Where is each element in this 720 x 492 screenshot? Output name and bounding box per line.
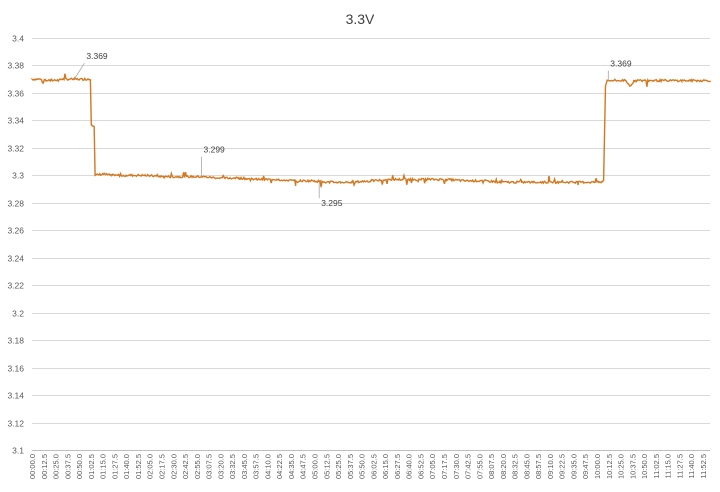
x-tick-label: 10:12.5 [605,454,614,479]
data-label: 3.369 [86,51,108,61]
y-tick-label: 3.36 [7,89,24,99]
y-tick-label: 3.24 [7,254,24,264]
x-tick-label: 07:05.0 [428,454,437,479]
x-tick-label: 08:45.0 [522,454,531,479]
x-tick-label: 06:27.5 [393,454,402,479]
x-tick-label: 07:42.5 [464,454,473,479]
x-tick-label: 07:30.0 [452,454,461,479]
x-tick-label: 04:35.0 [287,454,296,479]
x-tick-label: 01:27.5 [110,454,119,479]
y-tick-label: 3.12 [7,419,24,429]
x-tick-label: 11:15.0 [664,454,673,478]
x-tick-label: 01:40.0 [122,454,131,479]
x-tick-label: 09:47.5 [581,454,590,479]
x-tick-label: 05:50.0 [358,454,367,479]
x-tick-label: 08:32.5 [511,454,520,479]
y-tick-label: 3.18 [7,336,24,346]
x-tick-label: 01:15.0 [99,454,108,479]
x-tick-label: 08:07.5 [487,454,496,479]
x-tick-label: 02:55.0 [193,454,202,479]
x-tick-label: 02:30.0 [169,454,178,479]
x-tick-label: 04:47.5 [299,454,308,479]
x-tick-label: 11:52.5 [699,454,708,478]
y-tick-label: 3.28 [7,199,24,209]
series-layer [31,73,711,188]
x-tick-label: 06:15.0 [381,454,390,479]
data-labels: 3.369 3.299 3.295 3.369 [74,51,632,208]
data-label: 3.369 [610,59,632,69]
x-tick-label: 10:00.0 [593,454,602,479]
x-tick-label: 00:37.5 [63,454,72,479]
data-label: 3.299 [204,145,226,155]
y-tick-label: 3.34 [7,116,24,126]
x-tick-label: 04:22.5 [275,454,284,479]
x-tick-label: 03:20.0 [216,454,225,479]
x-tick-label: 09:22.5 [558,454,567,479]
y-tick-label: 3.26 [7,226,24,236]
x-tick-label: 00:12.5 [40,454,49,479]
x-tick-label: 05:00.0 [311,454,320,479]
x-tick-label: 04:10.0 [263,454,272,479]
x-tick-label: 10:25.0 [617,454,626,479]
x-tick-label: 06:52.5 [416,454,425,479]
x-tick-label: 00:50.0 [75,454,84,479]
x-tick-label: 11:27.5 [675,454,684,478]
x-tick-label: 06:40.0 [405,454,414,479]
x-tick-label: 03:57.5 [252,454,261,479]
x-tick-label: 00:25.0 [52,454,61,479]
y-tick-label: 3.3 [12,171,24,181]
x-tick-label: 00:00.0 [28,454,37,479]
y-axis-ticks: 3.4 3.38 3.36 3.34 3.32 3.3 3.28 3.26 3.24 3.22 3.… [7,34,24,456]
x-tick-label: 09:10.0 [546,454,555,479]
x-tick-label: 11:02.5 [652,454,661,478]
x-tick-label: 03:07.5 [205,454,214,479]
x-tick-label: 01:02.5 [87,454,96,479]
y-tick-label: 3.32 [7,144,24,154]
x-tick-label: 09:35.0 [569,454,578,479]
data-label-leader [74,62,85,80]
series-line [31,73,711,188]
gridlines [32,38,710,451]
x-tick-label: 03:32.5 [228,454,237,479]
data-label: 3.295 [321,198,343,208]
y-tick-label: 3.22 [7,281,24,291]
x-tick-label: 10:37.5 [628,454,637,479]
x-tick-label: 02:17.5 [157,454,166,479]
x-tick-label: 08:57.5 [534,454,543,479]
x-tick-label: 01:52.5 [134,454,143,479]
y-tick-label: 3.14 [7,391,24,401]
x-tick-label: 07:55.0 [475,454,484,479]
x-tick-label: 02:42.5 [181,454,190,479]
x-tick-label: 06:02.5 [369,454,378,479]
chart-title: 3.3V [346,11,375,27]
x-tick-label: 05:12.5 [322,454,331,479]
y-tick-label: 3.2 [12,309,24,319]
y-tick-label: 3.1 [12,446,24,456]
y-tick-label: 3.38 [7,61,24,71]
x-tick-label: 05:25.0 [334,454,343,479]
x-tick-label: 07:17.5 [440,454,449,479]
x-axis-ticks: 00:00.0 00:12.5 00:25.0 00:37.5 00:50.0 01:02… [28,454,708,479]
x-tick-label: 10:50.0 [640,454,649,479]
x-tick-label: 11:40.0 [687,454,696,478]
x-tick-label: 08:20.0 [499,454,508,479]
x-tick-label: 02:05.0 [146,454,155,479]
y-tick-label: 3.4 [12,34,24,44]
y-tick-label: 3.16 [7,364,24,374]
x-tick-label: 03:45.0 [240,454,249,479]
x-tick-label: 05:37.5 [346,454,355,479]
